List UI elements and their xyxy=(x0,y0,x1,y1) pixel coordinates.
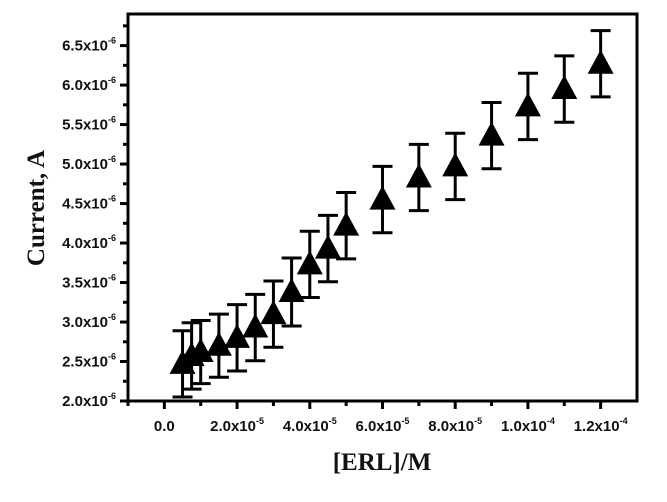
y-tick-exponent: -6 xyxy=(108,194,116,204)
y-tick-mantissa: 4.0x10 xyxy=(62,235,108,252)
data-point xyxy=(224,303,251,373)
triangle-marker xyxy=(260,300,287,325)
x-tick-exponent: -5 xyxy=(474,416,482,426)
data-point xyxy=(314,213,341,284)
triangle-marker xyxy=(314,234,341,259)
data-point xyxy=(442,131,469,202)
triangle-marker xyxy=(478,121,505,146)
y-tick-mantissa: 3.0x10 xyxy=(62,314,108,331)
triangle-marker xyxy=(587,49,614,74)
data-point xyxy=(405,142,432,213)
triangle-marker xyxy=(224,323,251,348)
x-tick-mantissa: 6.0x10 xyxy=(356,418,402,435)
y-tick-label: 6.5x10-6 xyxy=(62,36,116,55)
x-tick-mantissa: 8.0x10 xyxy=(428,418,474,435)
triangle-marker xyxy=(242,313,269,338)
data-point xyxy=(551,54,578,124)
x-tick-exponent: -5 xyxy=(256,416,264,426)
x-tick-label: 2.0x10-5 xyxy=(210,416,264,435)
triangle-marker xyxy=(187,338,214,363)
y-tick-mantissa: 3.5x10 xyxy=(62,275,108,292)
y-tick-exponent: -6 xyxy=(108,233,116,243)
y-tick-exponent: -6 xyxy=(108,312,116,322)
y-tick-label: 2.0x10-6 xyxy=(62,391,116,410)
data-point xyxy=(242,292,269,363)
triangle-marker xyxy=(333,211,360,236)
x-tick-exponent: -5 xyxy=(329,416,337,426)
y-tick-label: 3.0x10-6 xyxy=(62,312,116,331)
x-tick-label: 6.0x10-5 xyxy=(356,416,410,435)
x-tick-exponent: -4 xyxy=(547,416,555,426)
x-tick-label: 4.0x10-5 xyxy=(283,416,337,435)
x-tick-label: 0.0 xyxy=(154,418,175,435)
y-axis-label: Current, A xyxy=(23,150,50,266)
x-tick-label: 1.2x10-4 xyxy=(574,416,628,435)
y-tick-mantissa: 5.5x10 xyxy=(62,117,108,134)
y-tick-label: 3.5x10-6 xyxy=(62,273,116,292)
y-tick-label: 6.0x10-6 xyxy=(62,75,116,94)
x-tick-exponent: -4 xyxy=(620,416,628,426)
triangle-marker xyxy=(369,185,396,210)
y-tick-exponent: -6 xyxy=(108,36,116,46)
triangle-marker xyxy=(405,163,432,188)
x-tick-label: 8.0x10-5 xyxy=(428,416,482,435)
x-tick-mantissa: 2.0x10 xyxy=(210,418,256,435)
y-tick-label: 2.5x10-6 xyxy=(62,352,116,371)
y-tick-exponent: -6 xyxy=(108,391,116,401)
triangle-marker xyxy=(514,92,541,117)
y-tick-label: 4.0x10-6 xyxy=(62,233,116,252)
data-point xyxy=(296,229,323,300)
y-tick-mantissa: 2.5x10 xyxy=(62,354,108,371)
triangle-marker xyxy=(278,278,305,303)
y-tick-exponent: -6 xyxy=(108,115,116,125)
y-tick-exponent: -6 xyxy=(108,352,116,362)
x-axis-label: [ERL]/M xyxy=(333,449,432,476)
data-point xyxy=(333,190,360,261)
data-point xyxy=(205,312,232,379)
data-point xyxy=(478,100,505,171)
y-tick-label: 4.5x10-6 xyxy=(62,194,116,213)
x-tick-mantissa: 1.0x10 xyxy=(501,418,547,435)
y-tick-exponent: -6 xyxy=(108,154,116,164)
y-tick-mantissa: 4.5x10 xyxy=(62,196,108,213)
y-tick-mantissa: 6.5x10 xyxy=(62,38,108,55)
data-point xyxy=(187,318,214,386)
data-point xyxy=(587,29,614,99)
triangle-marker xyxy=(205,331,232,356)
y-tick-label: 5.0x10-6 xyxy=(62,154,116,173)
x-tick-mantissa: 4.0x10 xyxy=(283,418,329,435)
y-tick-label: 5.5x10-6 xyxy=(62,115,116,134)
x-tick-label: 1.0x10-4 xyxy=(501,416,555,435)
x-tick-mantissa: 1.2x10 xyxy=(574,418,620,435)
x-tick-exponent: -5 xyxy=(401,416,409,426)
y-tick-exponent: -6 xyxy=(108,75,116,85)
data-point xyxy=(369,164,396,235)
x-tick-mantissa: 0.0 xyxy=(154,418,175,435)
data-point xyxy=(514,71,541,142)
y-tick-mantissa: 6.0x10 xyxy=(62,77,108,94)
y-tick-mantissa: 2.0x10 xyxy=(62,393,108,410)
triangle-marker xyxy=(551,75,578,100)
y-tick-mantissa: 5.0x10 xyxy=(62,156,108,173)
triangle-marker xyxy=(296,250,323,275)
data-point xyxy=(278,256,305,328)
triangle-marker xyxy=(442,152,469,177)
data-point xyxy=(260,279,287,349)
y-tick-exponent: -6 xyxy=(108,273,116,283)
